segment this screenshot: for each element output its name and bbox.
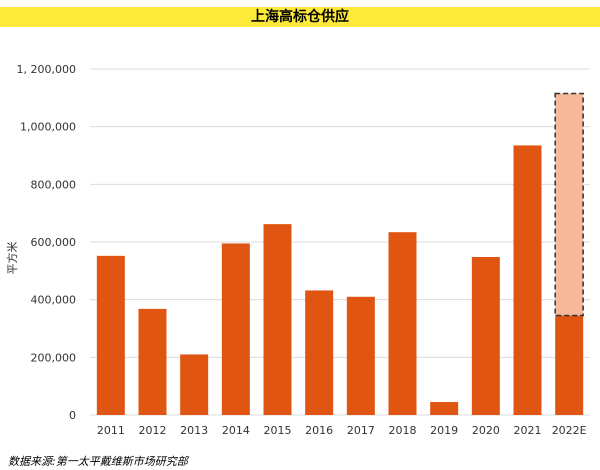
y-tick-label: 800,000 (31, 178, 77, 191)
x-tick-label: 2016 (305, 424, 333, 437)
y-axis-label: 平方米 (5, 242, 19, 275)
y-tick-label: 600,000 (31, 236, 77, 249)
x-tick-label: 2019 (430, 424, 458, 437)
bar (138, 308, 167, 415)
bar (555, 315, 584, 415)
bar (96, 255, 125, 415)
bar (430, 402, 459, 415)
y-tick-label: 1,000,000 (20, 121, 76, 134)
y-tick-label: 400,000 (31, 294, 77, 307)
bar (388, 232, 417, 415)
bar (180, 354, 209, 415)
x-tick-label: 2017 (347, 424, 375, 437)
chart-title: 上海高标仓供应 (251, 9, 349, 25)
x-tick-label: 2012 (139, 424, 167, 437)
x-tick-label: 2014 (222, 424, 250, 437)
x-tick-label: 2020 (472, 424, 500, 437)
bar (513, 145, 542, 416)
x-tick-label: 2013 (180, 424, 208, 437)
y-tick-label: 1, 200,000 (17, 63, 76, 76)
bar (346, 296, 375, 415)
x-tick-label: 2011 (97, 424, 125, 437)
bar (471, 256, 500, 415)
x-tick-label: 2018 (389, 424, 417, 437)
gridlines (90, 68, 590, 416)
bar (305, 290, 334, 415)
bar-chart: 0 200,000 400,000 600,000 800,000 1,000,000 1,… (5, 63, 590, 437)
title-band (0, 7, 600, 27)
forecast-bar-segment (554, 92, 584, 317)
x-axis-tick-labels: 2011 2012 2013 2014 2015 2016 2017 2018 2019 2020… (97, 424, 587, 437)
bar (263, 224, 292, 415)
x-tick-label: 2021 (514, 424, 542, 437)
x-tick-label: 2015 (264, 424, 292, 437)
bars (96, 92, 584, 416)
bar (221, 243, 250, 415)
x-tick-label: 2022E (552, 424, 587, 437)
y-tick-label: 0 (69, 409, 76, 422)
y-tick-label: 200,000 (31, 351, 77, 364)
y-axis-tick-labels: 0 200,000 400,000 600,000 800,000 1,000,000 1,… (17, 63, 76, 422)
source-note: 数据来源:第一太平戴维斯市场研究部 (8, 455, 188, 468)
